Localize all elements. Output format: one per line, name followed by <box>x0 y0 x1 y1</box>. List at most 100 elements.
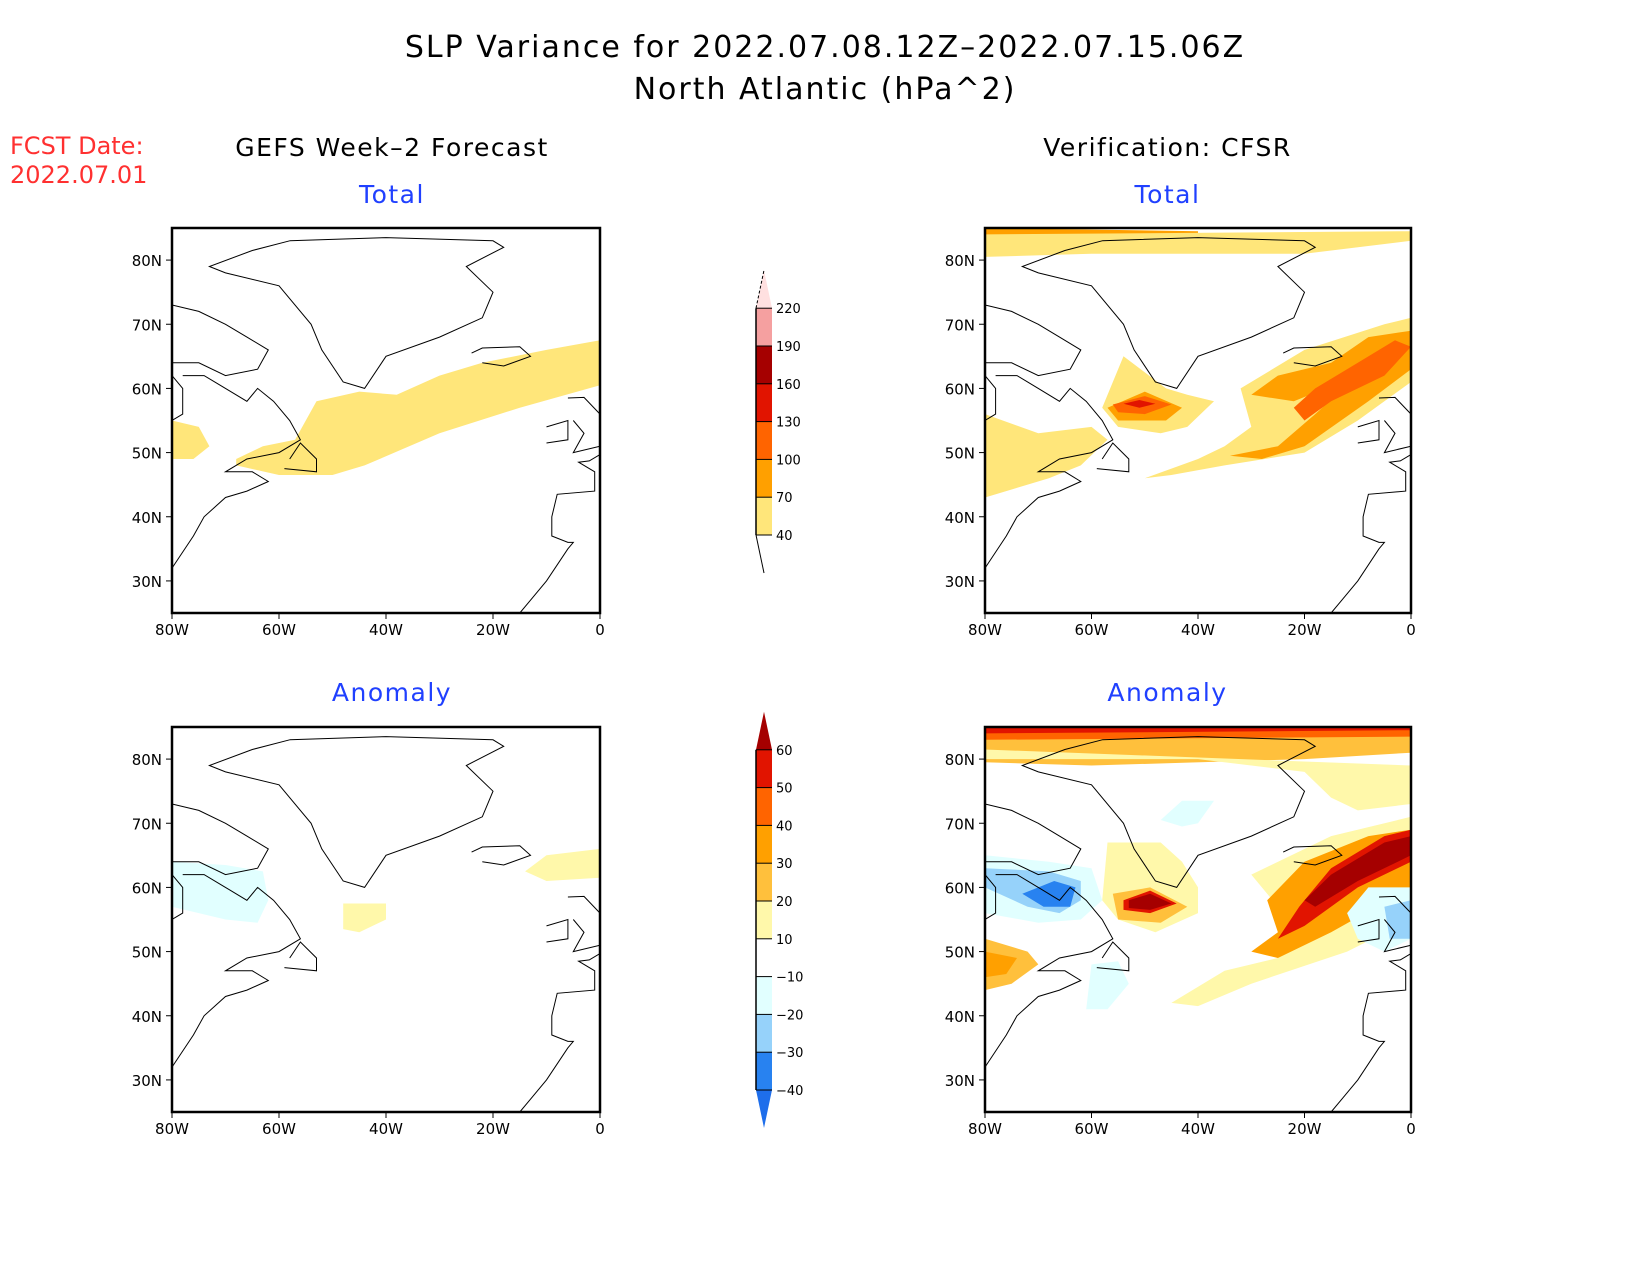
colorbar-label: 130 <box>776 416 801 431</box>
coastline <box>985 874 1114 1068</box>
coastline <box>1282 845 1343 866</box>
coastline <box>1378 396 1411 454</box>
y-tick-label: 50N <box>132 445 162 463</box>
colorbar-triangle-low <box>756 1090 772 1128</box>
coastline <box>172 304 269 377</box>
y-tick-label: 40N <box>132 509 162 527</box>
coastline <box>208 736 505 888</box>
x-tick-label: 0 <box>595 1120 605 1138</box>
coastlines <box>985 736 1411 1112</box>
x-tick-label: 0 <box>1406 621 1416 639</box>
colorbar-segment <box>756 421 772 460</box>
contour-fills <box>985 228 1411 498</box>
colorbar-label: 40 <box>776 529 793 544</box>
colorbar-triangle-high <box>756 270 772 309</box>
panel-verif-anomaly: 30N 40N 50N 60N 70N 80N 80W 60W 40W 20W 0 <box>945 725 1416 1138</box>
coastline <box>985 375 1114 569</box>
y-tick-label: 80N <box>945 252 975 270</box>
coastline <box>284 442 317 473</box>
contour-region <box>1128 893 1172 910</box>
contour-region <box>1293 340 1411 421</box>
contour-region <box>172 420 210 459</box>
panel-verif-total: 30N 40N 50N 60N 70N 80N 80W 60W 40W 20W 0 <box>945 226 1416 639</box>
y-tick-label: 50N <box>945 445 975 463</box>
contour-region <box>1123 400 1156 408</box>
contour-region <box>985 231 1411 257</box>
contour-region <box>1102 356 1214 434</box>
x-tick-label: 80W <box>155 621 189 639</box>
x-tick-label: 20W <box>476 1120 510 1138</box>
contour-region <box>985 414 1108 498</box>
colorbar-label: 50 <box>776 782 793 797</box>
coastline <box>985 304 1082 377</box>
y-tick-label: 30N <box>132 1072 162 1090</box>
x-tick-label: 0 <box>1406 1120 1416 1138</box>
chart-subtitle: North Atlantic (hPa^2) <box>633 72 1017 107</box>
coastline <box>519 454 600 613</box>
coastlines <box>172 736 600 1112</box>
contour-region <box>172 861 269 923</box>
colorbar-segment <box>756 459 772 498</box>
coastline <box>1330 454 1411 613</box>
colorbar-segment <box>756 1052 772 1090</box>
fcst-date: 2022.07.01 <box>10 161 148 189</box>
contour-region <box>1384 900 1411 939</box>
panel-title-verif-total: Total <box>1134 180 1201 209</box>
contour-region <box>1160 800 1214 827</box>
colorbar-segment <box>756 749 772 788</box>
colorbar-segment <box>756 825 772 864</box>
contour-fills <box>985 727 1411 1010</box>
coastline <box>471 845 532 866</box>
x-tick-label: 40W <box>1181 621 1215 639</box>
contour-region <box>343 903 386 933</box>
x-tick-label: 20W <box>1288 1120 1322 1138</box>
x-tick-label: 20W <box>476 621 510 639</box>
colorbar-label: 40 <box>776 819 793 834</box>
coastline <box>1096 442 1130 473</box>
coastline <box>1378 895 1411 953</box>
colorbar-label: 100 <box>776 453 801 468</box>
y-tick-label: 80N <box>945 751 975 769</box>
colorbar-label: 190 <box>776 340 801 355</box>
colorbar-segment <box>756 863 772 901</box>
coastline <box>985 803 1082 876</box>
x-tick-label: 80W <box>968 1120 1002 1138</box>
y-tick-label: 50N <box>945 944 975 962</box>
coastline <box>172 874 302 1068</box>
coastline <box>567 895 600 953</box>
left-column-title: GEFS Week–2 Forecast <box>235 133 549 162</box>
colorbar-segment <box>756 1014 772 1053</box>
coastlines <box>985 237 1411 613</box>
x-tick-label: 40W <box>369 621 403 639</box>
colorbar-label: 60 <box>776 744 793 759</box>
coastline <box>519 953 600 1112</box>
colorbar-label: 70 <box>776 491 793 506</box>
coastline <box>1020 736 1317 888</box>
coastline <box>172 375 184 421</box>
y-tick-label: 30N <box>945 1072 975 1090</box>
colorbar-label: −40 <box>776 1084 803 1099</box>
colorbar-segment <box>756 497 772 535</box>
x-tick-label: 40W <box>369 1120 403 1138</box>
colorbar-segment <box>756 346 772 384</box>
colorbar-label: −30 <box>776 1046 803 1061</box>
colorbar-label: 160 <box>776 378 801 393</box>
colorbar-label: −20 <box>776 1008 803 1023</box>
y-tick-label: 70N <box>132 815 162 833</box>
coastline <box>985 874 997 920</box>
y-tick-label: 30N <box>132 573 162 591</box>
y-tick-label: 70N <box>945 316 975 334</box>
coastline <box>546 419 569 444</box>
y-tick-label: 70N <box>945 815 975 833</box>
y-tick-label: 50N <box>132 944 162 962</box>
fcst-date-block: FCST Date: 2022.07.01 <box>10 132 147 190</box>
coastline <box>1330 953 1411 1112</box>
colorbar-segment <box>756 976 772 1015</box>
y-tick-label: 60N <box>945 380 975 398</box>
colorbar-segment <box>756 787 772 826</box>
coastline <box>1020 237 1317 389</box>
colorbar-triangle-high <box>756 711 772 750</box>
coastline <box>172 874 184 920</box>
panel-fcst-total: 30N 40N 50N 60N 70N 80N 80W 60W 40W 20W 0 <box>132 226 605 639</box>
